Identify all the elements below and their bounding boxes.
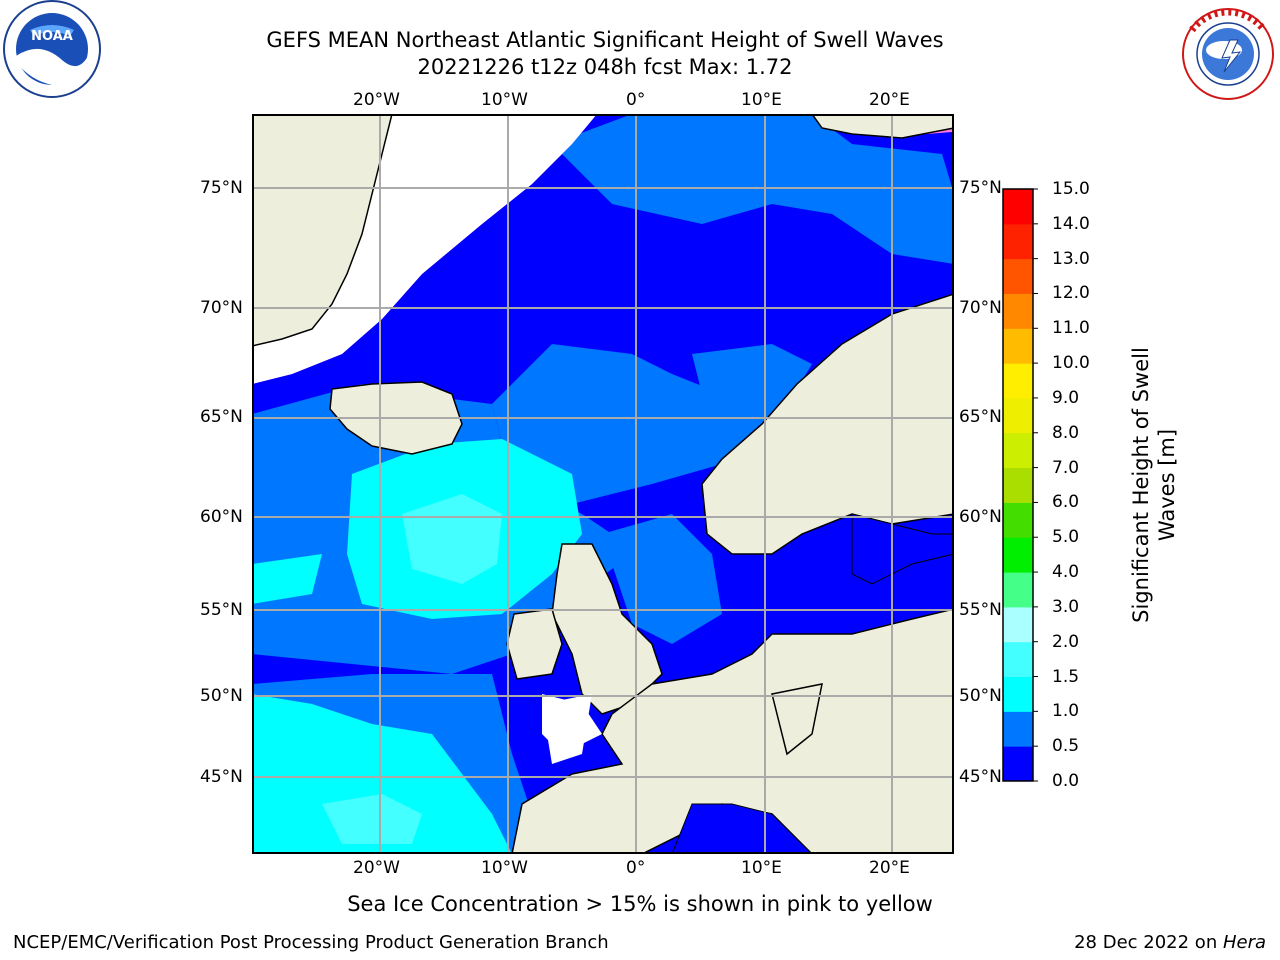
nws-logo xyxy=(1178,8,1278,100)
date-text: 28 Dec 2022 on xyxy=(1074,932,1223,953)
credit-text: NCEP/EMC/Verification Post Processing Pr… xyxy=(13,932,609,953)
colorbar-segment xyxy=(1003,397,1033,434)
colorbar-tick-label: 8.0 xyxy=(1052,422,1080,443)
lat-label-right-55n: 55°N xyxy=(959,600,1002,620)
lon-label-bottom-10e: 10°E xyxy=(741,858,782,878)
noaa-logo: NOAA xyxy=(0,0,106,100)
colorbar-segment xyxy=(1003,676,1033,712)
swell-band-azores xyxy=(252,694,512,854)
colorbar-tick-label: 0.0 xyxy=(1052,771,1080,791)
lat-label-right-65n: 65°N xyxy=(959,407,1002,427)
mediterranean-sea xyxy=(671,803,813,854)
machine-name: Hera xyxy=(1222,932,1266,953)
land-ireland xyxy=(506,608,563,680)
colorbar-tick-label: 15.0 xyxy=(1052,179,1090,199)
colorbar-tick-label: 10.0 xyxy=(1052,353,1090,374)
chart-subtitle: 20221226 t12z 048h fcst Max: 1.72 xyxy=(417,55,793,79)
colorbar-segment xyxy=(1003,363,1033,399)
lon-label-bottom-20w: 20°W xyxy=(353,858,400,878)
date-stamp: 28 Dec 2022 on Hera xyxy=(1074,932,1266,954)
noaa-logo-text: NOAA xyxy=(31,29,73,44)
no-data-biscay xyxy=(542,694,592,764)
colorbar-label: Significant Height of Swell Waves [m] xyxy=(1129,347,1179,623)
colorbar-segment xyxy=(1003,606,1033,643)
lon-label-bottom-0: 0° xyxy=(626,858,646,878)
lat-label-left-45n: 45°N xyxy=(200,767,243,787)
lat-label-right-75n: 75°N xyxy=(959,178,1002,198)
colorbar-segment xyxy=(1003,189,1033,225)
colorbar-segment xyxy=(1003,293,1033,329)
lon-label-top-10w: 10°W xyxy=(481,90,528,110)
lon-label-top-20e: 20°E xyxy=(869,90,910,110)
colorbar-segment xyxy=(1003,258,1033,294)
swell-band-southwest xyxy=(322,794,422,844)
colorbar-tick-label: 4.0 xyxy=(1052,562,1080,583)
lat-label-right-50n: 50°N xyxy=(959,686,1002,706)
swell-band-norwegian-sea xyxy=(492,344,812,504)
colorbar-tick-label: 11.0 xyxy=(1052,318,1090,339)
lat-label-left-60n: 60°N xyxy=(200,507,243,527)
lat-label-left-75n: 75°N xyxy=(200,178,243,198)
colorbar-frame xyxy=(1002,188,1034,782)
swell-band-north-sea xyxy=(602,514,722,644)
colorbar-tick-label: 5.0 xyxy=(1052,527,1080,548)
swell-field xyxy=(252,114,954,854)
swell-band-west xyxy=(252,554,322,604)
colorbar xyxy=(1002,188,1038,782)
chart-title: GEFS MEAN Northeast Atlantic Significant… xyxy=(266,28,944,52)
lat-label-right-60n: 60°N xyxy=(959,507,1002,527)
colorbar-segment xyxy=(1003,328,1033,364)
colorbar-segment xyxy=(1003,746,1033,782)
colorbar-segment xyxy=(1003,641,1033,678)
colorbar-tick-label: 13.0 xyxy=(1052,248,1090,269)
colorbar-segment xyxy=(1003,467,1033,503)
colorbar-segment xyxy=(1003,537,1033,573)
lat-label-right-70n: 70°N xyxy=(959,298,1002,318)
colorbar-segment xyxy=(1003,223,1033,260)
lon-label-top-0: 0° xyxy=(626,90,646,110)
map-gridlines xyxy=(252,114,954,854)
colorbar-tick-label: 12.0 xyxy=(1052,283,1090,304)
lon-label-top-20w: 20°W xyxy=(353,90,400,110)
map-panel xyxy=(252,114,954,854)
land-svalbard xyxy=(811,114,954,139)
colorbar-tick-label: 7.0 xyxy=(1052,457,1080,478)
map-frame xyxy=(252,114,954,854)
lat-label-left-55n: 55°N xyxy=(200,600,243,620)
colorbar-segment xyxy=(1003,502,1033,538)
colorbar-segment xyxy=(1003,572,1033,608)
land-jutland xyxy=(771,683,823,756)
colorbar-tick-label: 9.0 xyxy=(1052,387,1080,408)
baltic-sea xyxy=(851,513,954,585)
sea-ice-note: Sea Ice Concentration > 15% is shown in … xyxy=(347,892,933,916)
colorbar-tick-label: 1.5 xyxy=(1052,666,1080,687)
lat-label-left-65n: 65°N xyxy=(200,407,243,427)
colorbar-tick-label: 1.0 xyxy=(1052,701,1080,722)
colorbar-segment xyxy=(1003,711,1033,747)
colorbar-tick-label: 0.5 xyxy=(1052,736,1080,757)
lon-label-bottom-10w: 10°W xyxy=(481,858,528,878)
lon-label-bottom-20e: 20°E xyxy=(869,858,910,878)
colorbar-tick-label: 2.0 xyxy=(1052,631,1080,652)
lat-label-left-70n: 70°N xyxy=(200,298,243,318)
lat-label-right-45n: 45°N xyxy=(959,767,1002,787)
lon-label-top-10e: 10°E xyxy=(741,90,782,110)
colorbar-tick-label: 14.0 xyxy=(1052,213,1090,234)
colorbar-segment xyxy=(1003,432,1033,469)
colorbar-tick-label: 3.0 xyxy=(1052,596,1080,617)
lat-label-left-50n: 50°N xyxy=(200,686,243,706)
colorbar-tick-label: 6.0 xyxy=(1052,492,1080,513)
land-greenland xyxy=(252,114,393,347)
